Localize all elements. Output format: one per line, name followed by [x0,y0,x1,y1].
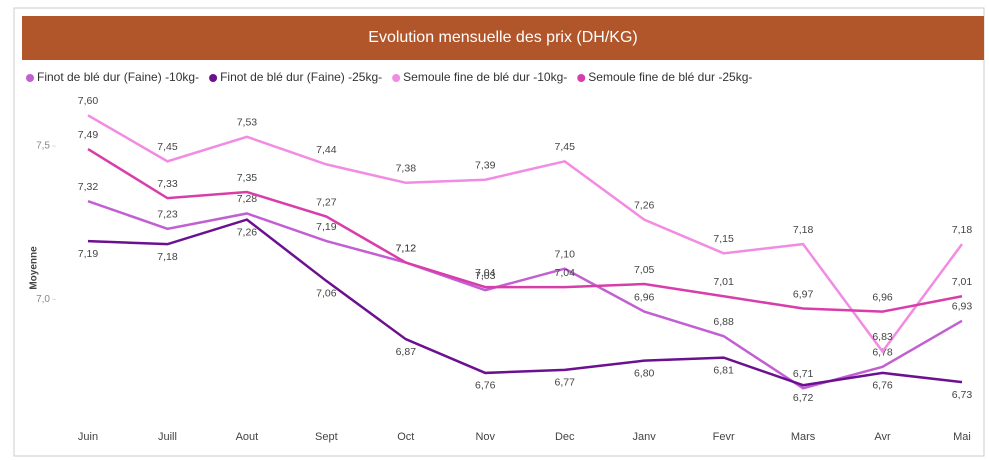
data-label: 7,53 [237,117,258,129]
x-tick-label: Fevr [713,431,735,443]
x-tick-label: Aout [236,431,259,443]
data-label: 7,12 [396,242,417,254]
data-label: 6,96 [872,291,893,303]
data-label: 7,45 [555,141,576,153]
data-label: 6,96 [634,291,655,303]
data-label: 6,87 [396,346,417,358]
data-label: 7,18 [157,251,178,263]
legend-label: Semoule fine de blé dur -25kg- [588,70,752,84]
data-label: 7,60 [78,95,99,107]
data-label: 6,71 [793,368,814,380]
legend-label: Semoule fine de blé dur -10kg- [403,70,567,84]
series-line [87,200,963,390]
data-label: 7,28 [237,193,258,205]
x-tick-label: Mai [953,431,971,443]
data-label: 7,44 [316,144,337,156]
legend-swatch [577,74,586,82]
y-tick-label: 7,5 [36,141,50,152]
legend-label: Finot de blé dur (Faine) -25kg- [220,70,382,84]
data-label: 7,03 [475,270,496,282]
data-label: 7,49 [78,129,99,141]
data-label: 7,27 [316,196,337,208]
y-tick-label: 7,0 [36,294,50,305]
x-tick-label: Oct [397,431,414,443]
title-bar [22,16,984,60]
series-line [87,218,963,387]
x-tick-label: Juill [158,431,177,443]
data-label: 7,01 [713,276,734,288]
data-label: 7,19 [316,221,337,233]
x-tick-label: Juin [78,431,98,443]
y-axis-label: Moyenne [29,246,40,290]
data-label: 7,38 [396,163,417,175]
data-label: 6,81 [713,364,734,376]
x-tick-label: Sept [315,431,338,443]
data-label: 7,18 [952,224,973,236]
x-tick-label: Dec [555,431,575,443]
data-label: 6,72 [793,392,814,404]
data-label: 7,19 [78,248,99,260]
x-tick-label: Mars [791,431,816,443]
data-label: 7,35 [237,172,258,184]
data-label: 7,23 [157,209,178,221]
data-label: 7,04 [475,267,496,279]
data-label: 7,33 [157,178,178,190]
x-tick-label: Janv [633,431,657,443]
data-label: 7,26 [634,199,655,211]
legend-swatch [26,74,34,82]
data-label: 6,73 [952,389,973,401]
data-label: 7,12 [396,242,417,254]
series-line [87,114,964,354]
data-label: 7,15 [713,233,734,245]
chart-title: Evolution mensuelle des prix (DH/KG) [368,29,637,46]
legend-swatch [209,74,218,82]
data-label: 7,26 [237,226,258,238]
data-label: 6,88 [713,316,734,328]
legend-swatch [392,74,401,82]
x-tick-label: Avr [874,431,891,443]
legend-label: Finot de blé dur (Faine) -10kg- [37,70,199,84]
data-label: 6,76 [475,380,496,392]
series-line [87,148,963,313]
data-label: 7,01 [952,276,973,288]
data-label: 6,93 [952,301,973,313]
data-label: 6,77 [555,377,576,389]
data-label: 6,83 [872,331,893,343]
data-label: 7,05 [634,264,655,276]
data-label: 7,04 [555,267,576,279]
data-label: 7,39 [475,160,496,172]
x-tick-label: Nov [475,431,495,443]
data-label: 7,10 [555,248,576,260]
data-label: 7,06 [316,288,337,300]
data-label: 6,97 [793,288,814,300]
data-label: 7,45 [157,141,178,153]
data-label: 6,80 [634,367,655,379]
data-label: 7,18 [793,224,814,236]
data-label: 6,76 [872,380,893,392]
data-label: 7,32 [78,181,99,193]
